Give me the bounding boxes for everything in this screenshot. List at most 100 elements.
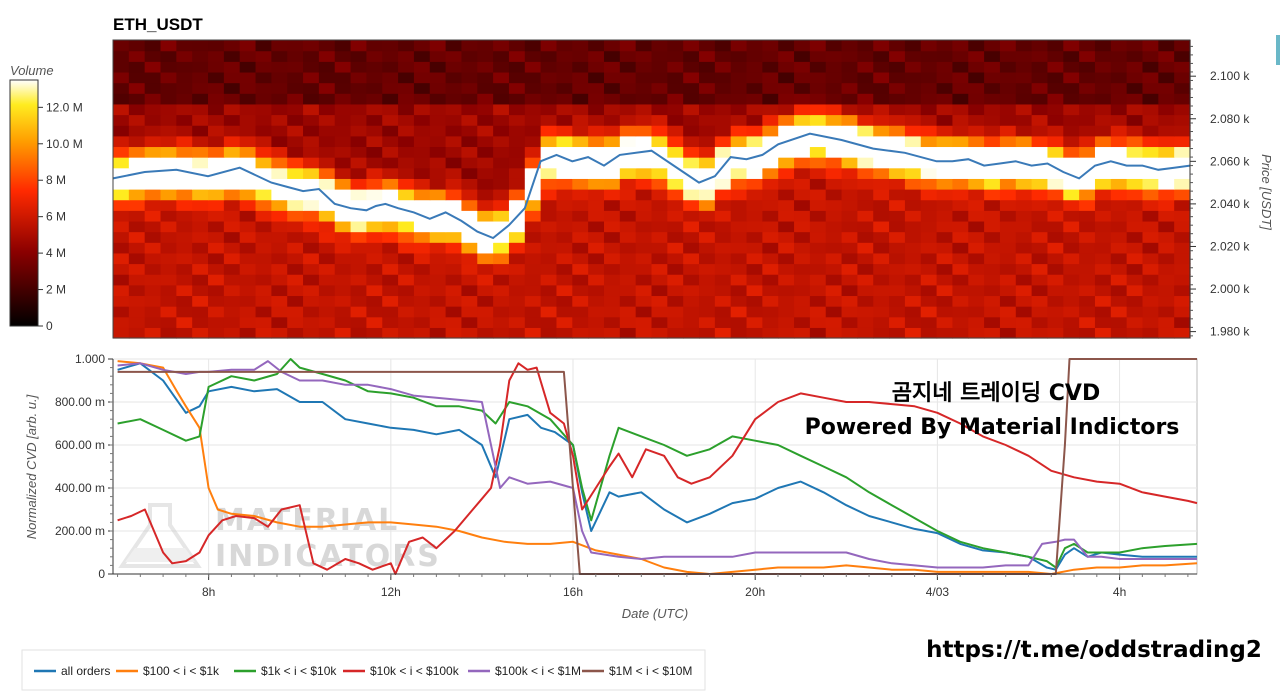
heatmap-cell — [287, 146, 304, 158]
heatmap-cell — [350, 71, 368, 84]
telegram-link[interactable]: https://t.me/oddstrading2 — [926, 637, 1262, 663]
heatmap-cell — [936, 114, 954, 126]
heatmap-cell — [239, 40, 257, 52]
heatmap-cell — [794, 295, 811, 307]
heatmap-cell — [398, 146, 415, 158]
heatmap-cell — [176, 295, 193, 307]
heatmap-cell — [619, 61, 637, 73]
heatmap-cell — [873, 157, 890, 169]
heatmap-cell — [1063, 242, 1080, 254]
legend-label: $10k < i < $100k — [370, 664, 460, 678]
heatmap-cell — [857, 252, 874, 265]
heatmap-cell — [1079, 40, 1096, 52]
heatmap-cell — [699, 50, 716, 62]
heatmap-cell — [619, 178, 637, 190]
heatmap-cell — [651, 135, 668, 148]
heatmap-cell — [382, 114, 399, 126]
heatmap-cell — [461, 82, 478, 94]
heatmap-cell — [271, 50, 288, 62]
heatmap-cell — [445, 135, 463, 148]
heatmap-cell — [350, 50, 368, 62]
heatmap-cell — [255, 146, 272, 158]
heatmap-cell — [461, 316, 478, 328]
heatmap-cell — [825, 284, 843, 297]
cvd-series-line — [117, 362, 1198, 575]
heatmap-cell — [477, 50, 494, 62]
heatmap-cell — [762, 189, 779, 201]
heatmap-cell — [1031, 220, 1049, 233]
heatmap-cell — [730, 103, 748, 116]
heatmap-cell — [619, 327, 637, 339]
heatmap-cell — [762, 146, 779, 158]
heatmap-cell — [271, 135, 288, 148]
heatmap-cell — [1047, 274, 1064, 286]
heatmap-cell — [223, 295, 241, 307]
heatmap-cell — [382, 157, 399, 169]
heatmap-cell — [303, 50, 320, 62]
heatmap-cell — [223, 189, 241, 201]
heatmap-cell — [382, 252, 399, 265]
heatmap-cell — [192, 50, 209, 62]
heatmap-cell — [398, 135, 415, 148]
heatmap-cell — [809, 61, 827, 73]
heatmap-cell — [952, 157, 969, 169]
heatmap-cell — [873, 61, 890, 73]
heatmap-cell — [635, 71, 653, 84]
heatmap-cell — [889, 93, 906, 105]
heatmap-cell — [477, 295, 494, 307]
heatmap-cell — [192, 114, 209, 126]
heatmap-cell — [968, 189, 985, 201]
heatmap-cell — [128, 295, 146, 307]
heatmap-cell — [1079, 61, 1096, 73]
heatmap-cell — [714, 252, 732, 265]
heatmap-cell — [714, 125, 732, 137]
colorbar-title: Volume — [10, 63, 54, 78]
heatmap-cell — [635, 61, 653, 73]
heatmap-cell — [1063, 316, 1080, 328]
heatmap-cell — [176, 93, 193, 105]
heatmap-cell — [699, 263, 716, 275]
cvd-x-tick-label: 4h — [1113, 585, 1126, 599]
heatmap-cell — [603, 125, 621, 137]
heatmap-cell — [144, 199, 162, 211]
heatmap-cell — [920, 306, 938, 318]
heatmap-cell — [588, 263, 605, 275]
heatmap-cell — [445, 220, 463, 233]
heatmap-cell — [667, 61, 684, 73]
heatmap-cell — [334, 157, 352, 169]
heatmap-cell — [1174, 71, 1191, 84]
heatmap-cell — [271, 146, 288, 158]
heatmap-cell — [1142, 82, 1159, 94]
heatmap-cell — [635, 189, 653, 201]
heatmap-cell — [619, 295, 637, 307]
heatmap-cell — [667, 242, 684, 254]
heatmap-cell — [1094, 242, 1112, 254]
heatmap-cell — [1142, 242, 1159, 254]
heatmap-cell — [936, 199, 954, 211]
heatmap-cell — [1094, 40, 1112, 52]
heatmap-cell — [1142, 295, 1159, 307]
heatmap-cell — [699, 61, 716, 73]
heatmap-cell — [1094, 178, 1112, 190]
heatmap-cell — [192, 40, 209, 52]
heatmap-cell — [699, 178, 716, 190]
heatmap-cell — [746, 40, 763, 52]
heatmap-cell — [1110, 178, 1128, 190]
heatmap-cell — [603, 210, 621, 222]
heatmap-cell — [429, 146, 447, 158]
heatmap-cell — [1110, 82, 1128, 94]
heatmap-cell — [809, 252, 827, 265]
heatmap-cell — [508, 50, 526, 62]
heatmap-cell — [223, 242, 241, 254]
heatmap-cell — [952, 210, 969, 222]
heatmap-cell — [778, 327, 795, 339]
heatmap-cell — [1158, 284, 1175, 297]
heatmap-cell — [904, 274, 922, 286]
heatmap-cell — [651, 93, 668, 105]
heatmap-cell — [556, 40, 573, 52]
heatmap-cell — [556, 50, 573, 62]
heatmap-cell — [746, 231, 763, 243]
heatmap-cell — [556, 242, 573, 254]
heatmap-cell — [968, 93, 985, 105]
heatmap-cell — [176, 199, 193, 211]
